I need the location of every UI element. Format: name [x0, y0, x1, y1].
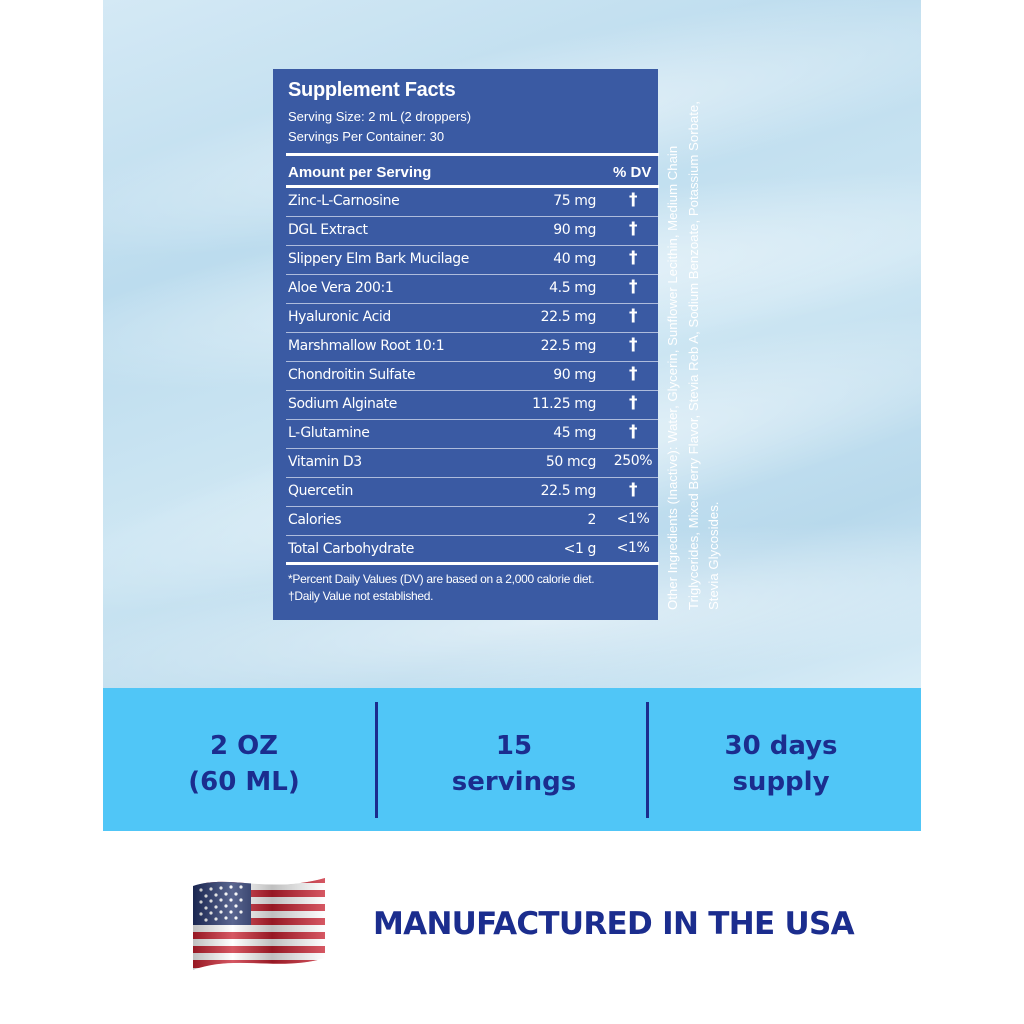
stat-volume-line1: 2 OZ [209, 731, 279, 761]
manufactured-in-usa: MANUFACTURED IN THE USA [373, 906, 855, 942]
stat-servings-line2: servings [451, 767, 577, 797]
nutrient-dv: † [628, 248, 638, 268]
nutrient-name: Zinc-L-Carnosine [288, 193, 400, 209]
nutrient-amount: 50 mcg [545, 454, 596, 470]
nutrient-amount: 2 [587, 512, 596, 528]
nutrient-amount: 45 mg [553, 425, 596, 441]
nutrient-dv: † [628, 422, 638, 442]
stat-servings: 15 servings [389, 728, 639, 800]
supplement-facts-title: Supplement Facts [288, 79, 456, 101]
row-divider [286, 274, 659, 275]
nutrient-row: Chondroitin Sulfate 90 mg † [286, 362, 659, 391]
nutrient-row: Calories 2 <1% [286, 507, 659, 536]
nutrient-row: Marshmallow Root 10:1 22.5 mg † [286, 333, 659, 362]
nutrient-amount: 90 mg [553, 222, 596, 238]
nutrient-name: Chondroitin Sulfate [288, 367, 416, 383]
row-divider [286, 332, 659, 333]
stats-divider [646, 702, 649, 818]
nutrient-amount: 40 mg [553, 251, 596, 267]
nutrient-name: Slippery Elm Bark Mucilage [288, 251, 469, 267]
nutrient-row: Hyaluronic Acid 22.5 mg † [286, 304, 659, 333]
nutrient-row: L-Glutamine 45 mg † [286, 420, 659, 449]
nutrient-amount: 75 mg [553, 193, 596, 209]
row-divider [286, 477, 659, 478]
nutrient-row: Zinc-L-Carnosine 75 mg † [286, 188, 659, 217]
nutrient-amount: 4.5 mg [549, 280, 596, 296]
nutrient-row: Total Carbohydrate <1 g <1% [286, 536, 659, 565]
nutrient-row: Sodium Alginate 11.25 mg † [286, 391, 659, 420]
dv-header: % DV [613, 164, 652, 181]
nutrient-amount: 22.5 mg [540, 338, 597, 354]
thick-rule [286, 153, 659, 156]
row-divider [286, 506, 659, 507]
nutrient-name: Marshmallow Root 10:1 [288, 338, 445, 354]
stat-servings-line1: 15 [495, 731, 533, 761]
servings-per-container: Servings Per Container: 30 [288, 129, 445, 144]
dv-footnote: *Percent Daily Values (DV) are based on … [288, 572, 595, 586]
nutrient-amount: 11.25 mg [532, 396, 596, 412]
nutrient-dv: † [628, 306, 638, 326]
nutrient-dv: 250% [613, 453, 653, 469]
nutrient-dv: † [628, 219, 638, 239]
nutrient-name: Total Carbohydrate [288, 541, 414, 557]
serving-size: Serving Size: 2 mL (2 droppers) [288, 109, 472, 124]
nutrient-dv: <1% [616, 511, 650, 527]
row-divider [286, 361, 659, 362]
nutrient-amount: <1 g [563, 541, 597, 557]
nutrient-row: DGL Extract 90 mg † [286, 217, 659, 246]
stat-volume: 2 OZ (60 ML) [119, 728, 369, 800]
us-flag-icon [193, 878, 325, 970]
nutrient-name: Hyaluronic Acid [288, 309, 391, 325]
row-divider [286, 390, 659, 391]
product-image: Supplement Facts Serving Size: 2 mL (2 d… [103, 0, 921, 1024]
nutrient-name: Vitamin D3 [288, 454, 362, 470]
nutrient-dv: † [628, 277, 638, 297]
stat-supply: 30 days supply [656, 728, 906, 800]
nutrient-dv: † [628, 335, 638, 355]
nutrient-dv: † [628, 480, 638, 500]
hero-background: Supplement Facts Serving Size: 2 mL (2 d… [103, 0, 921, 688]
thick-rule [286, 562, 659, 565]
nutrient-dv: † [628, 364, 638, 384]
row-divider [286, 448, 659, 449]
nutrient-row: Vitamin D3 50 mcg 250% [286, 449, 659, 478]
stats-band [103, 688, 921, 831]
stat-supply-line1: 30 days [724, 731, 838, 761]
row-divider [286, 419, 659, 420]
nutrient-amount: 22.5 mg [540, 483, 597, 499]
row-divider [286, 303, 659, 304]
nutrient-name: Sodium Alginate [288, 396, 397, 412]
stats-divider [375, 702, 378, 818]
stat-supply-line2: supply [732, 767, 830, 797]
nutrient-amount: 22.5 mg [540, 309, 597, 325]
nutrient-row: Slippery Elm Bark Mucilage 40 mg † [286, 246, 659, 275]
nutrient-dv: † [628, 393, 638, 413]
row-divider [286, 216, 659, 217]
other-ingredients: Other Ingredients (Inactive): Water, Gly… [665, 101, 721, 610]
nutrient-name: DGL Extract [288, 222, 368, 238]
nutrient-name: Quercetin [288, 483, 353, 499]
nutrient-name: L-Glutamine [288, 425, 370, 441]
nutrient-dv: † [628, 190, 638, 210]
nutrient-dv: <1% [616, 540, 650, 556]
row-divider [286, 245, 659, 246]
supplement-facts-panel: Supplement Facts Serving Size: 2 mL (2 d… [273, 69, 659, 620]
thick-rule [286, 185, 659, 188]
nutrient-amount: 90 mg [553, 367, 596, 383]
amount-per-serving-header: Amount per Serving [288, 164, 432, 181]
nutrient-row: Quercetin 22.5 mg † [286, 478, 659, 507]
row-divider [286, 535, 659, 536]
stat-volume-line2: (60 ML) [188, 767, 300, 797]
nutrient-name: Calories [288, 512, 342, 528]
nutrient-name: Aloe Vera 200:1 [288, 280, 394, 296]
dagger-footnote: †Daily Value not established. [288, 589, 434, 603]
nutrient-row: Aloe Vera 200:1 4.5 mg † [286, 275, 659, 304]
